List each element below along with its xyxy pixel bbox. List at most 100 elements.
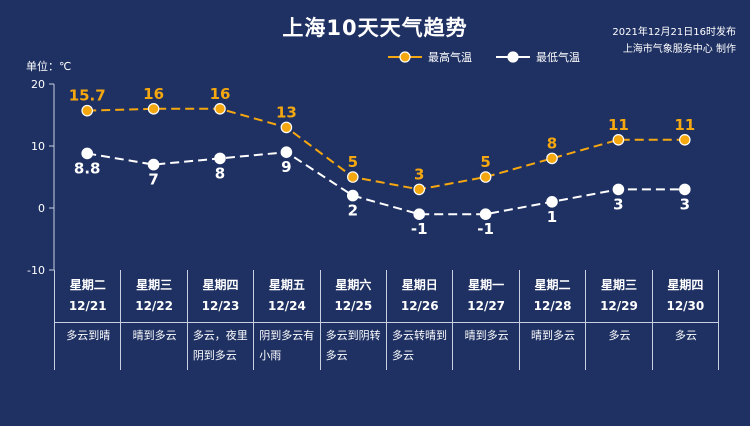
legend: 最高气温 最低气温 — [388, 49, 580, 65]
data-point-low — [280, 146, 293, 158]
data-label-high: 15.7 — [69, 87, 106, 105]
legend-label-high: 最高气温 — [428, 51, 472, 64]
data-label-low: 9 — [281, 158, 291, 176]
date-label: 12/24 — [268, 299, 306, 313]
data-label-high: 5 — [480, 153, 490, 171]
day-column: 星期六 12/25 多云到阴转多云 — [319, 270, 387, 370]
data-point-high — [678, 134, 691, 146]
legend-item-low: 最低气温 — [496, 49, 580, 65]
day-column: 星期二 12/28 晴到多云 — [518, 270, 586, 370]
data-label-low: 8 — [215, 164, 225, 182]
data-label-high: 16 — [210, 85, 231, 103]
data-point-low — [546, 196, 558, 208]
legend-swatch-low — [496, 51, 530, 63]
weekday-label: 星期六 — [335, 278, 372, 292]
data-point-high — [81, 104, 93, 117]
data-point-low — [214, 152, 226, 165]
data-point-low — [678, 183, 691, 196]
data-point-high — [413, 183, 425, 196]
data-point-low — [413, 208, 425, 220]
legend-item-high: 最高气温 — [388, 49, 472, 65]
data-point-high — [280, 121, 293, 134]
day-header: 星期三 12/29 — [586, 270, 652, 323]
data-label-high: 5 — [348, 153, 358, 171]
weekday-label: 星期日 — [401, 278, 438, 292]
day-header: 星期二 12/28 — [519, 270, 586, 323]
data-label-low: -1 — [411, 220, 428, 238]
y-tick-label: 0 — [38, 202, 45, 215]
weather-description: 阴到多云有小雨 — [259, 329, 315, 362]
data-point-high — [346, 171, 359, 183]
date-label: 12/27 — [467, 299, 506, 313]
data-label-low: -1 — [477, 220, 494, 238]
day-column: 星期四 12/23 多云，夜里阴到多云 — [186, 270, 254, 370]
day-header: 星期三 12/22 — [121, 270, 187, 323]
date-label: 12/26 — [400, 299, 439, 313]
day-header: 星期五 12/24 — [254, 270, 320, 323]
data-point-high — [546, 152, 558, 165]
day-header: 星期六 12/25 — [320, 270, 387, 323]
date-label: 12/22 — [135, 299, 173, 313]
data-point-high — [479, 171, 492, 183]
y-tick-label: 10 — [31, 140, 45, 153]
day-column: 星期二 12/21 多云到晴 — [54, 270, 121, 370]
weekday-label: 星期五 — [268, 278, 305, 292]
data-point-low — [81, 147, 93, 160]
day-header: 星期日 12/26 — [387, 270, 453, 323]
day-column: 星期一 12/27 晴到多云 — [452, 270, 519, 370]
day-header: 星期二 12/21 — [55, 270, 121, 323]
weather-description: 多云转晴到多云 — [392, 329, 448, 362]
weather-description: 多云到晴 — [66, 329, 111, 342]
legend-swatch-high — [388, 51, 422, 63]
data-label-low: 3 — [680, 195, 690, 213]
data-label-low: 1 — [547, 208, 557, 226]
data-point-low — [612, 183, 625, 196]
weather-description: 多云 — [608, 329, 631, 342]
data-point-low — [479, 208, 492, 220]
day-column: 星期五 12/24 阴到多云有小雨 — [253, 270, 320, 370]
data-label-high: 11 — [608, 116, 629, 134]
day-column: 星期三 12/22 晴到多云 — [120, 270, 187, 370]
weekday-label: 星期三 — [136, 278, 173, 292]
weather-description: 晴到多云 — [464, 329, 509, 342]
weekday-label: 星期一 — [468, 278, 505, 292]
data-label-high: 8 — [547, 134, 557, 152]
weekday-label: 星期二 — [69, 278, 106, 292]
weekday-label: 星期四 — [202, 278, 239, 292]
series-line-low — [87, 151, 685, 216]
unit-label: 单位：℃ — [26, 60, 72, 73]
weekday-label: 星期二 — [534, 278, 571, 292]
day-header: 星期四 12/30 — [652, 270, 719, 323]
data-point-low — [147, 158, 160, 171]
date-label: 12/25 — [334, 299, 373, 313]
weekday-label: 星期三 — [600, 278, 637, 292]
date-label: 12/23 — [201, 299, 240, 313]
data-label-low: 3 — [613, 195, 623, 213]
legend-label-low: 最低气温 — [536, 51, 580, 64]
data-label-high: 11 — [674, 116, 695, 134]
weekday-label: 星期四 — [667, 278, 704, 292]
day-column: 星期三 12/29 多云 — [585, 270, 652, 370]
data-label-low: 7 — [148, 171, 158, 189]
forecast-table: 星期二 12/21 多云到晴 星期三 12/22 晴到多云 星期四 12/23 多云，夜里阴到多… — [54, 270, 719, 370]
series-line-high — [87, 107, 685, 191]
data-label-high: 13 — [276, 103, 297, 121]
day-header: 星期四 12/23 — [187, 270, 254, 323]
data-label-low: 2 — [348, 202, 358, 220]
data-label-low: 8.8 — [74, 159, 101, 177]
data-point-high — [147, 103, 160, 115]
y-tick-label: 20 — [31, 78, 45, 91]
date-label: 12/30 — [666, 299, 705, 313]
weather-description: 晴到多云 — [132, 329, 177, 342]
data-point-high — [214, 103, 226, 115]
day-column: 星期日 12/26 多云转晴到多云 — [386, 270, 453, 370]
weather-description: 多云到阴转多云 — [325, 329, 381, 362]
day-header: 星期一 12/27 — [453, 270, 519, 323]
weather-description: 多云 — [674, 329, 697, 342]
data-label-high: 16 — [143, 85, 164, 103]
data-label-high: 3 — [414, 165, 424, 183]
weather-description: 多云，夜里阴到多云 — [192, 329, 248, 362]
date-label: 12/21 — [68, 299, 107, 313]
date-label: 12/29 — [600, 299, 638, 313]
